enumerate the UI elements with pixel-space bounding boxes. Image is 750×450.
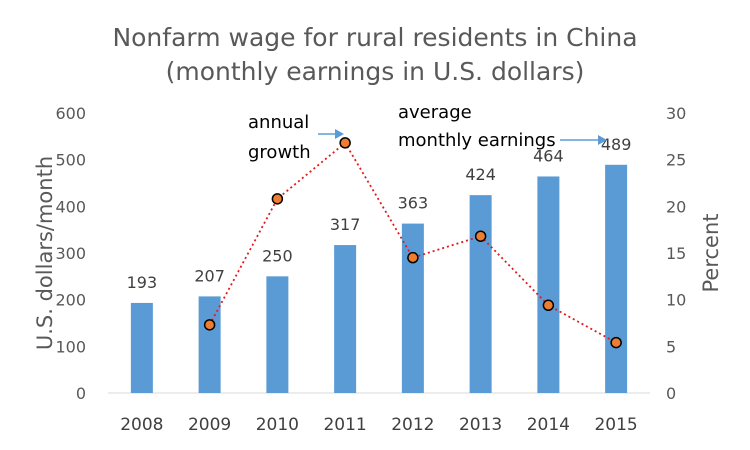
growth-point — [474, 230, 487, 242]
bar-data-label: 363 — [398, 194, 429, 213]
y-tick-label: 300 — [55, 244, 86, 263]
x-tick-label: 2008 — [120, 415, 163, 435]
y-tick-label: 100 — [55, 337, 86, 356]
bar-data-label: 207 — [194, 266, 225, 285]
y2-tick-label: 15 — [666, 244, 686, 263]
bar-data-label: 250 — [262, 246, 293, 265]
bar — [266, 276, 289, 393]
x-tick-label: 2015 — [594, 415, 637, 435]
y2-tick-label: 5 — [666, 337, 676, 356]
y2-tick-label: 25 — [666, 151, 686, 170]
x-tick-label: 2013 — [459, 415, 502, 435]
x-tick-label: 2012 — [391, 415, 434, 435]
bar-data-label: 489 — [601, 135, 632, 154]
y-tick-label: 600 — [55, 104, 86, 123]
y-tick-label: 0 — [76, 384, 86, 403]
bar — [537, 176, 560, 393]
growth-point — [407, 251, 419, 264]
annotation-growth-line1: annual — [248, 112, 309, 133]
growth-point — [271, 193, 284, 205]
y-tick-label: 400 — [55, 197, 86, 216]
growth-point — [542, 299, 555, 312]
y2-tick-label: 10 — [666, 291, 686, 310]
y2-axis-label: Percent — [699, 213, 723, 292]
x-tick-label: 2010 — [256, 415, 299, 435]
x-tick-label: 2014 — [527, 415, 570, 435]
chart-subtitle: (monthly earnings in U.S. dollars) — [166, 57, 585, 86]
bar — [130, 302, 153, 393]
annotation-growth-arrowhead — [335, 129, 344, 139]
y-axis-label: U.S. dollars/month — [33, 156, 57, 350]
chart-title: Nonfarm wage for rural residents in Chin… — [112, 23, 637, 52]
growth-point — [610, 336, 622, 349]
bar — [605, 164, 628, 393]
bar — [198, 296, 221, 393]
x-tick-label: 2009 — [188, 415, 231, 435]
y-tick-label: 500 — [55, 151, 86, 170]
bar-data-label: 317 — [330, 215, 361, 234]
bar-data-label: 464 — [533, 146, 564, 165]
y2-tick-label: 20 — [666, 197, 686, 216]
y2-tick-label: 30 — [666, 104, 686, 123]
annotation-earnings-arrowhead — [598, 135, 607, 145]
growth-point — [339, 137, 351, 149]
annotation-earnings-line2: monthly earnings — [398, 130, 556, 151]
annotation-earnings-line1: average — [398, 102, 472, 123]
annotation-growth-line2: growth — [248, 142, 311, 163]
bar — [334, 245, 357, 393]
x-tick-label: 2011 — [323, 415, 366, 435]
bar-data-label: 424 — [465, 165, 496, 184]
y-tick-label: 200 — [55, 291, 86, 310]
bar — [401, 223, 424, 393]
y2-tick-label: 0 — [666, 384, 676, 403]
bar — [469, 195, 492, 393]
growth-point — [203, 319, 216, 331]
bar-data-label: 193 — [127, 273, 158, 292]
